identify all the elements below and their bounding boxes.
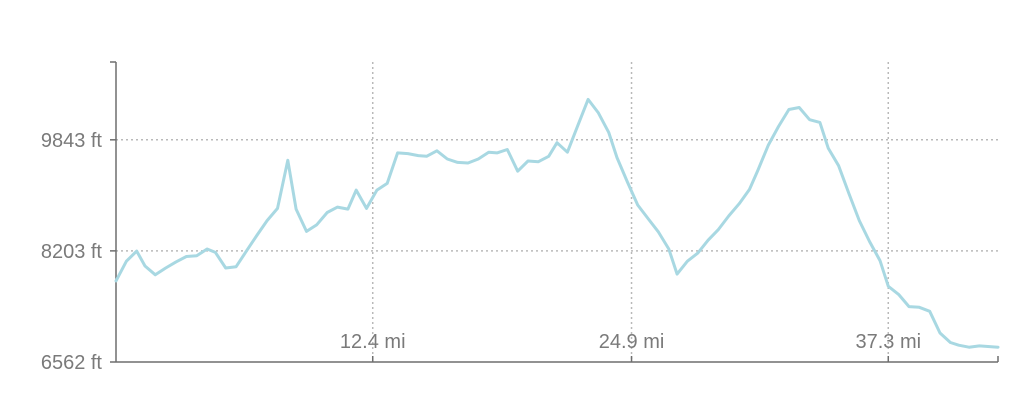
x-tick-label-0: 12.4 mi bbox=[340, 331, 406, 353]
x-tick-label-2: 37.3 mi bbox=[855, 331, 921, 353]
elevation-series-line-0 bbox=[114, 97, 1000, 349]
series-layer bbox=[114, 97, 1000, 349]
grid-layer bbox=[116, 62, 998, 362]
y-tick-label-0: 6562 ft bbox=[41, 352, 103, 374]
label-layer: 6562 ft 8203 ft 9843 ft 12.4 mi 24.9 mi 37.3 … bbox=[41, 130, 921, 374]
axis-layer bbox=[110, 61, 999, 363]
x-tick-label-1: 24.9 mi bbox=[599, 331, 665, 353]
y-tick-label-1: 8203 ft bbox=[41, 241, 103, 263]
y-tick-label-2: 9843 ft bbox=[41, 130, 103, 152]
